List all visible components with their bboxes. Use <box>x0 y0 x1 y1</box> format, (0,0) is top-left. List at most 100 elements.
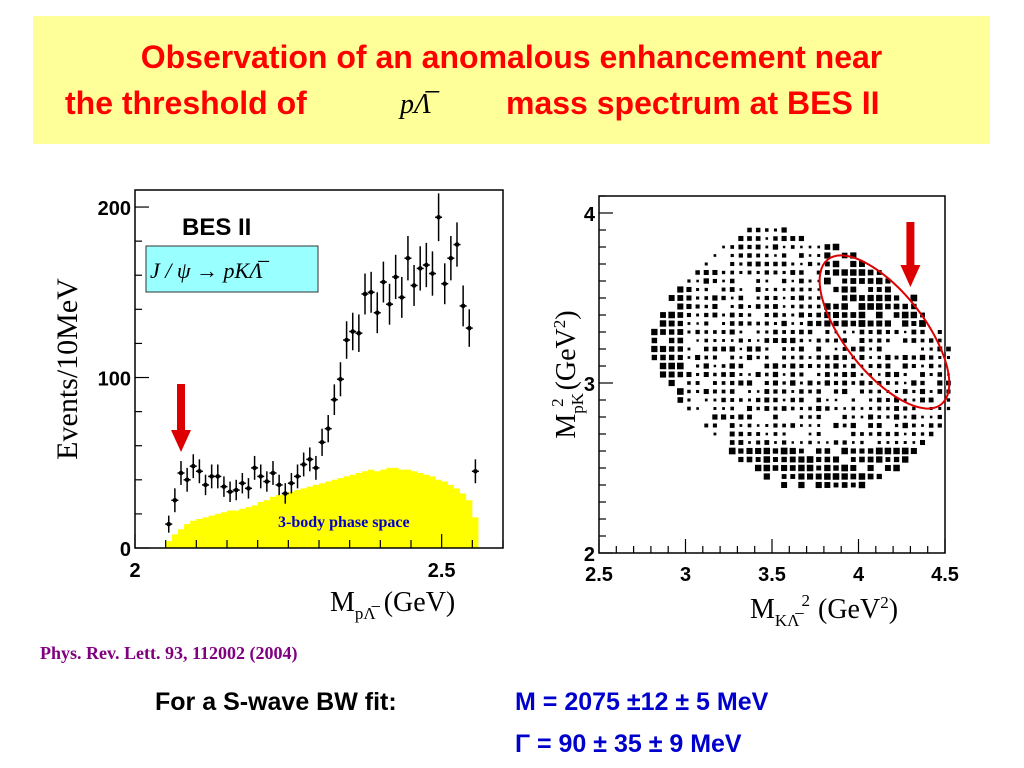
dalitz-cell <box>849 319 858 328</box>
x-tick-label: 3.5 <box>758 564 786 586</box>
marker <box>282 491 288 496</box>
dalitz-cell <box>695 287 700 292</box>
dalitz-cell <box>858 337 866 344</box>
dalitz-cell <box>833 380 839 386</box>
dalitz-cell <box>781 346 787 352</box>
dalitz-cell <box>833 439 839 446</box>
dalitz-cell <box>790 406 796 411</box>
marker <box>276 482 282 488</box>
data-point <box>465 309 473 347</box>
data-point <box>312 455 320 480</box>
dalitz-cell <box>686 380 692 386</box>
dalitz-cell <box>868 397 873 403</box>
dalitz-cell <box>909 310 919 320</box>
dalitz-cell <box>729 312 736 318</box>
dalitz-cell <box>807 312 813 318</box>
dalitz-cell <box>832 302 840 311</box>
dalitz-cell <box>857 293 867 303</box>
dalitz-cell <box>703 371 710 378</box>
dalitz-cell <box>738 372 743 377</box>
dalitz-cell <box>928 372 934 377</box>
dalitz-cell <box>695 372 700 377</box>
dalitz-cell <box>755 270 761 275</box>
dalitz-cell <box>779 446 789 456</box>
dalitz-cell <box>764 355 770 360</box>
dalitz-cell <box>676 319 685 328</box>
dalitz-cell <box>780 235 788 242</box>
dalitz-cell <box>721 338 726 343</box>
dalitz-cell <box>903 372 908 377</box>
dalitz-cell <box>876 389 882 394</box>
dalitz-cell <box>762 463 772 473</box>
dalitz-cell <box>807 389 813 394</box>
dalitz-cell <box>851 330 856 334</box>
data-point <box>459 285 467 327</box>
data-point <box>275 474 283 496</box>
dalitz-cell <box>702 277 710 285</box>
dalitz-cell <box>808 355 813 360</box>
dalitz-cell <box>807 379 814 387</box>
dalitz-cell <box>746 261 753 267</box>
fit-label: For a S-wave BW fit: <box>155 688 397 716</box>
dalitz-cell <box>815 320 822 327</box>
marker <box>313 465 319 471</box>
citation: Phys. Rev. Lett. 93, 112002 (2004) <box>40 643 298 663</box>
dalitz-cell <box>789 235 796 242</box>
dalitz-cell <box>859 431 865 437</box>
dalitz-cell <box>840 268 850 277</box>
dalitz-cell <box>848 268 858 277</box>
dalitz-cell <box>824 371 831 378</box>
dalitz-cell <box>832 481 840 489</box>
dalitz-cell <box>900 446 910 456</box>
dalitz-cell <box>755 439 761 446</box>
dalitz-cell <box>919 439 926 446</box>
dalitz-cell <box>823 463 832 473</box>
dalitz-cell <box>885 397 891 403</box>
dalitz-cell <box>772 312 779 318</box>
dalitz-cell <box>695 406 700 411</box>
dalitz-cell <box>745 446 754 456</box>
dalitz-cell <box>667 345 676 353</box>
dalitz-cell <box>868 380 874 386</box>
dalitz-cell <box>910 414 917 420</box>
dalitz-cell <box>747 312 752 318</box>
dalitz-cell <box>798 278 805 284</box>
dalitz-cell <box>868 363 874 369</box>
dalitz-cell <box>773 431 778 437</box>
dalitz-cell <box>712 380 718 386</box>
dalitz-cell <box>771 463 780 473</box>
dalitz-cell <box>833 337 839 344</box>
data-point <box>195 459 203 484</box>
dalitz-cell <box>920 423 925 428</box>
marker <box>172 497 178 503</box>
marker <box>405 255 411 261</box>
dalitz-cell <box>885 414 891 420</box>
dalitz-cell <box>920 364 925 368</box>
dalitz-cell <box>857 455 866 464</box>
dalitz-cell <box>721 270 726 275</box>
data-point <box>177 461 185 485</box>
data-point <box>251 455 259 480</box>
dalitz-cell <box>755 295 761 301</box>
dalitz-cell <box>928 346 934 352</box>
dalitz-cell <box>858 354 866 361</box>
data-point <box>386 283 394 325</box>
dalitz-cell <box>755 252 761 259</box>
dalitz-cell <box>799 380 804 386</box>
dalitz-cell <box>901 422 909 429</box>
dalitz-cell <box>798 269 805 276</box>
dalitz-cell <box>789 337 797 344</box>
dalitz-cell <box>832 285 840 294</box>
dalitz-cell <box>876 431 882 437</box>
dalitz-cell <box>712 372 718 377</box>
dalitz-cell <box>703 295 709 301</box>
marker <box>362 291 368 297</box>
dalitz-cell <box>928 354 934 361</box>
data-point <box>189 454 197 479</box>
dalitz-cell <box>703 329 709 335</box>
data-point <box>269 461 277 485</box>
dalitz-cell <box>849 455 857 464</box>
dalitz-cell <box>755 260 762 268</box>
dalitz-cell <box>816 440 821 445</box>
data-point <box>441 263 449 305</box>
